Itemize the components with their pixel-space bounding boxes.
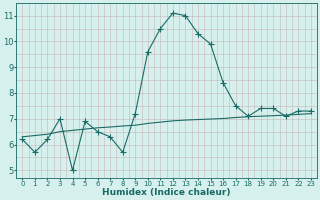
X-axis label: Humidex (Indice chaleur): Humidex (Indice chaleur) [102,188,231,197]
